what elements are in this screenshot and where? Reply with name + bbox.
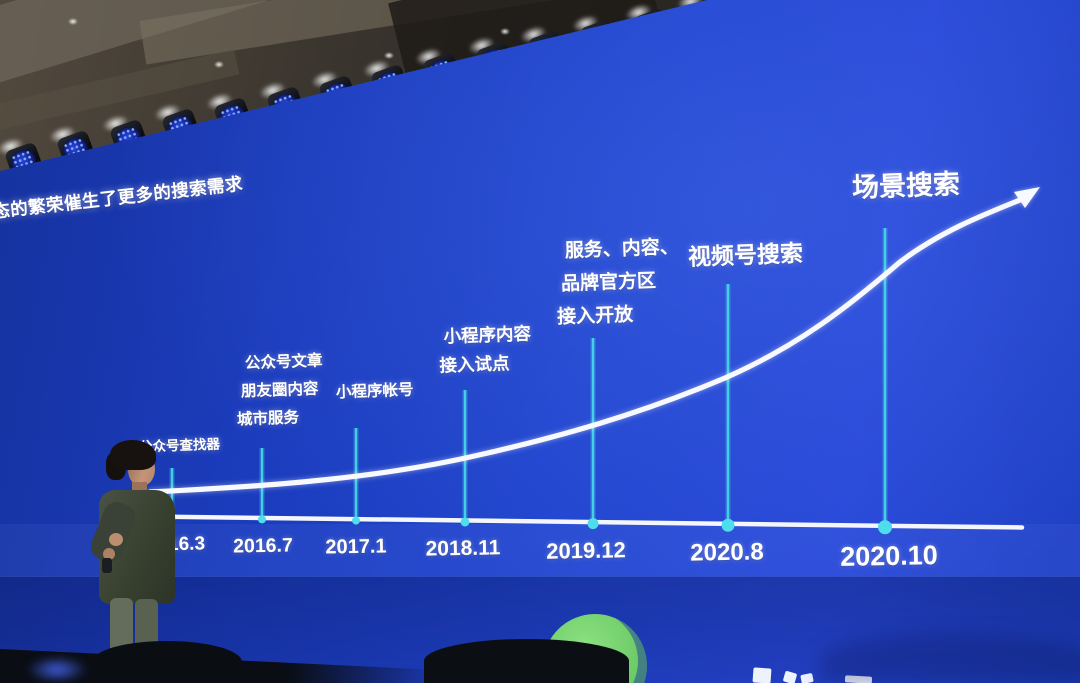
partial-wordmark-glyph (800, 672, 814, 683)
milestone-label-line: 城市服务 (236, 409, 300, 429)
milestone-date: 2016.7 (232, 534, 294, 558)
milestone-label: 公众号文章朋友圈内容城市服务 (235, 347, 325, 434)
milestone-label-line: 品牌官方区 (560, 270, 657, 295)
presenter-hand (103, 548, 115, 560)
milestone-label: 场景搜索 (851, 167, 961, 205)
partial-wordmark-glyph (782, 670, 798, 683)
presenter-clicker (102, 558, 112, 573)
milestone-label-line: 服务、内容、 (564, 236, 680, 262)
milestone-date: 2020.8 (690, 538, 764, 567)
audience-shadow (820, 634, 1080, 683)
milestone-label-line: 接入开放 (556, 304, 634, 329)
milestone-label-line: 小程序帐号 (335, 381, 414, 402)
ceiling-downlight (68, 18, 78, 25)
screen-date-band (0, 524, 1080, 576)
ceiling-downlight (384, 52, 394, 59)
milestone-label: 小程序内容接入试点 (438, 319, 532, 380)
milestone-label: 服务、内容、品牌官方区接入开放 (554, 231, 681, 334)
milestone-label-line: 公众号文章 (244, 352, 323, 373)
milestone-date: 2020.10 (839, 540, 939, 572)
milestone-label-line: 场景搜索 (851, 169, 961, 203)
milestone-label-line: 视频号搜索 (687, 240, 804, 270)
presenter-hair (110, 440, 156, 470)
milestone-label-line: 小程序内容 (443, 323, 532, 347)
milestone-date: 2017.1 (325, 535, 387, 559)
audience-head (424, 639, 629, 683)
milestone-date: 2018.11 (425, 536, 501, 561)
stage-floor-glow (26, 656, 88, 683)
slide-headline: 态的繁荣催生了更多的搜索需求 (0, 173, 244, 222)
partial-wordmark-glyph (752, 667, 772, 683)
milestone-label: 小程序帐号 (336, 380, 414, 405)
milestone-label-line: 接入试点 (439, 353, 510, 376)
presenter-hand (109, 533, 123, 546)
ceiling-downlight (214, 61, 224, 68)
audience-head (92, 641, 242, 683)
milestone-date: 2019.12 (546, 537, 626, 564)
milestone-label-line: 朋友圈内容 (240, 380, 319, 401)
milestone-label: 视频号搜索 (688, 238, 804, 272)
ceiling-downlight (500, 28, 510, 35)
